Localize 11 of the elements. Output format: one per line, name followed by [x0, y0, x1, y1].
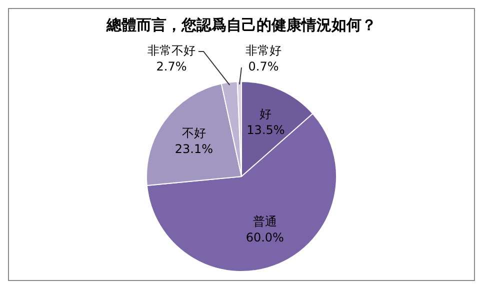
slice-label: 好	[260, 106, 272, 121]
data-label: 23.1%	[174, 142, 214, 156]
slice-label: 普通	[252, 214, 277, 229]
data-label: 2.7%	[156, 60, 187, 74]
slice-label: 不好	[182, 126, 206, 140]
data-label: 0.7%	[248, 60, 279, 74]
slice-label: 非常好	[246, 44, 282, 58]
data-label: 13.5%	[246, 122, 285, 137]
data-label: 60.0%	[246, 230, 284, 245]
slice-label: 非常不好	[148, 44, 196, 58]
chart-title: 總體而言，您認爲自己的健康情況如何？	[106, 16, 376, 34]
